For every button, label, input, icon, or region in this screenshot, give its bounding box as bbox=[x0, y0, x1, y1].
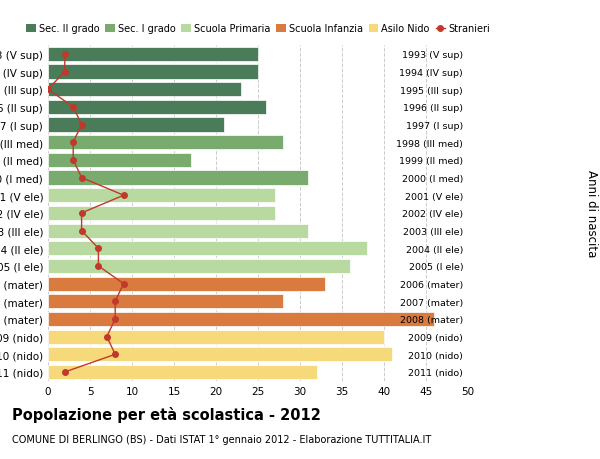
Bar bbox=[48, 118, 224, 132]
Bar bbox=[48, 224, 308, 238]
Bar bbox=[48, 65, 258, 79]
Bar bbox=[48, 189, 275, 203]
Bar bbox=[48, 136, 283, 150]
Bar bbox=[48, 259, 350, 274]
Text: Popolazione per età scolastica - 2012: Popolazione per età scolastica - 2012 bbox=[12, 406, 321, 422]
Bar bbox=[48, 330, 384, 344]
Bar bbox=[48, 295, 283, 308]
Bar bbox=[48, 207, 275, 220]
Bar bbox=[48, 101, 266, 115]
Bar bbox=[48, 83, 241, 97]
Bar bbox=[48, 171, 308, 185]
Bar bbox=[48, 312, 434, 326]
Bar bbox=[48, 153, 191, 168]
Text: Anni di nascita: Anni di nascita bbox=[584, 170, 598, 257]
Text: COMUNE DI BERLINGO (BS) - Dati ISTAT 1° gennaio 2012 - Elaborazione TUTTITALIA.I: COMUNE DI BERLINGO (BS) - Dati ISTAT 1° … bbox=[12, 434, 431, 444]
Bar bbox=[48, 277, 325, 291]
Legend: Sec. II grado, Sec. I grado, Scuola Primaria, Scuola Infanzia, Asilo Nido, Stran: Sec. II grado, Sec. I grado, Scuola Prim… bbox=[26, 24, 490, 34]
Bar bbox=[48, 365, 317, 379]
Bar bbox=[48, 241, 367, 256]
Bar bbox=[48, 48, 258, 62]
Bar bbox=[48, 347, 392, 362]
